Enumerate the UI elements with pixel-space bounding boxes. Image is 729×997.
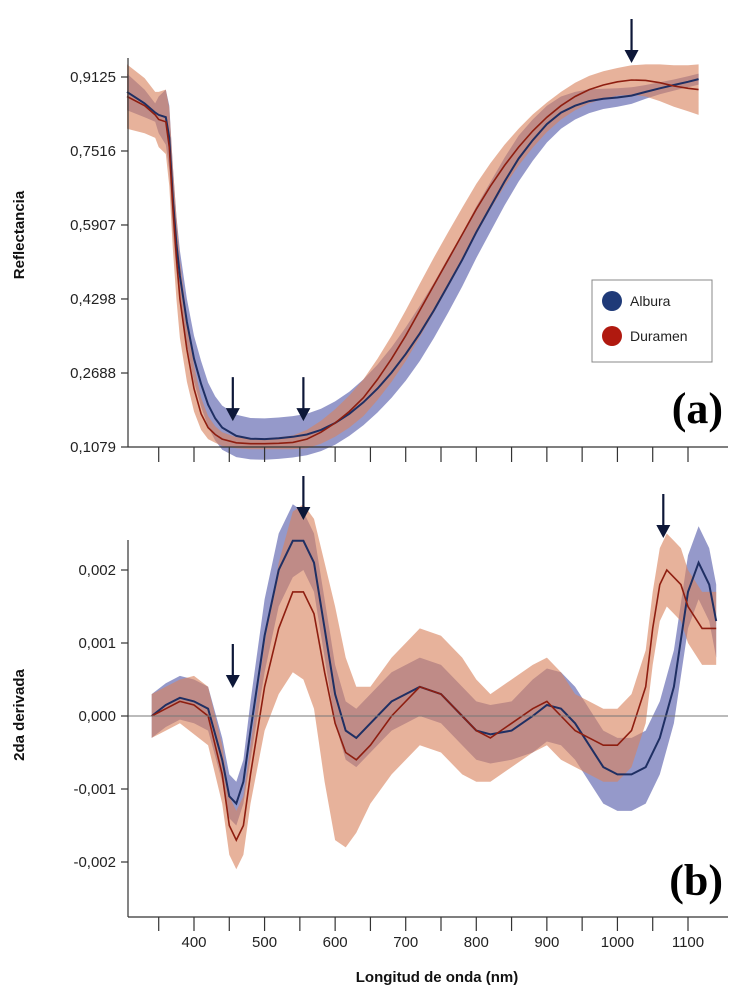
panel-b-ylabel: 2da derivada: [11, 668, 28, 760]
y-tick-label-a: 0,2688: [70, 365, 116, 382]
legend-swatch-duramen: [602, 326, 622, 346]
panel-a: 0,1079 0,2688 0,4298 0,5907 0,7516 0,9125 Ref…: [11, 19, 728, 462]
x-tick-label: 1000: [601, 934, 634, 951]
line-albura-a: [126, 78, 699, 441]
arrow-head: [624, 50, 639, 63]
line-duramen-a: [126, 79, 699, 445]
legend: Albura Duramen: [591, 279, 713, 363]
arrow-head: [225, 408, 240, 422]
x-tick-label: 900: [534, 934, 559, 951]
y-tick-label-a: 0,9125: [70, 69, 116, 86]
x-tick-label: 700: [393, 934, 418, 951]
legend-swatch-albura: [602, 291, 622, 311]
line-duramen-b: [151, 568, 717, 842]
x-axis-title: Longitud de onda (nm): [356, 969, 518, 986]
band-duramen-b: [151, 504, 717, 870]
y-tick-label-a: 0,5907: [70, 217, 116, 234]
arrow-head: [656, 525, 671, 538]
panel-b-bands: [151, 504, 717, 870]
panel-a-bands: [127, 64, 699, 460]
x-tick-label: 800: [464, 934, 489, 951]
x-tick-label: 1100: [672, 934, 704, 951]
y-tick-label-b: -0,001: [73, 781, 116, 798]
x-tick-label: 400: [181, 934, 206, 951]
legend-label-duramen: Duramen: [630, 328, 688, 344]
y-tick-label-b: -0,002: [73, 854, 116, 871]
arrow-head: [225, 675, 240, 688]
panel-a-tag: (a): [672, 384, 723, 433]
panel-a-arrows: [225, 19, 639, 422]
band-duramen-a: [127, 64, 699, 450]
panel-b-lines: [151, 539, 718, 842]
panel-b-arrows: [225, 476, 671, 688]
y-tick-label-b: 0,001: [78, 635, 116, 652]
band-albura-a: [127, 73, 699, 460]
arrow-head: [296, 507, 311, 520]
panel-b: -0,002 -0,001 0,000 0,001 0,002 400 500 600 700 8…: [11, 476, 728, 986]
x-tick-label: 600: [323, 934, 348, 951]
y-tick-label-b: 0,000: [78, 708, 116, 725]
line-albura-b: [151, 539, 718, 806]
legend-label-albura: Albura: [630, 293, 671, 309]
panel-b-axes: -0,002 -0,001 0,000 0,001 0,002 400 500 600 700 8…: [73, 540, 728, 951]
arrow-head: [296, 408, 311, 422]
panel-a-lines: [126, 78, 699, 445]
x-tick-label: 500: [252, 934, 277, 951]
y-tick-label-a: 0,7516: [70, 143, 116, 160]
panel-b-tag: (b): [669, 856, 723, 905]
panel-a-ylabel: Reflectancia: [11, 190, 28, 279]
panel-a-axes: 0,1079 0,2688 0,4298 0,5907 0,7516 0,9125: [70, 58, 728, 462]
y-tick-label-b: 0,002: [78, 562, 116, 579]
y-tick-label-a: 0,4298: [70, 291, 116, 308]
y-tick-label-a: 0,1079: [70, 439, 116, 456]
